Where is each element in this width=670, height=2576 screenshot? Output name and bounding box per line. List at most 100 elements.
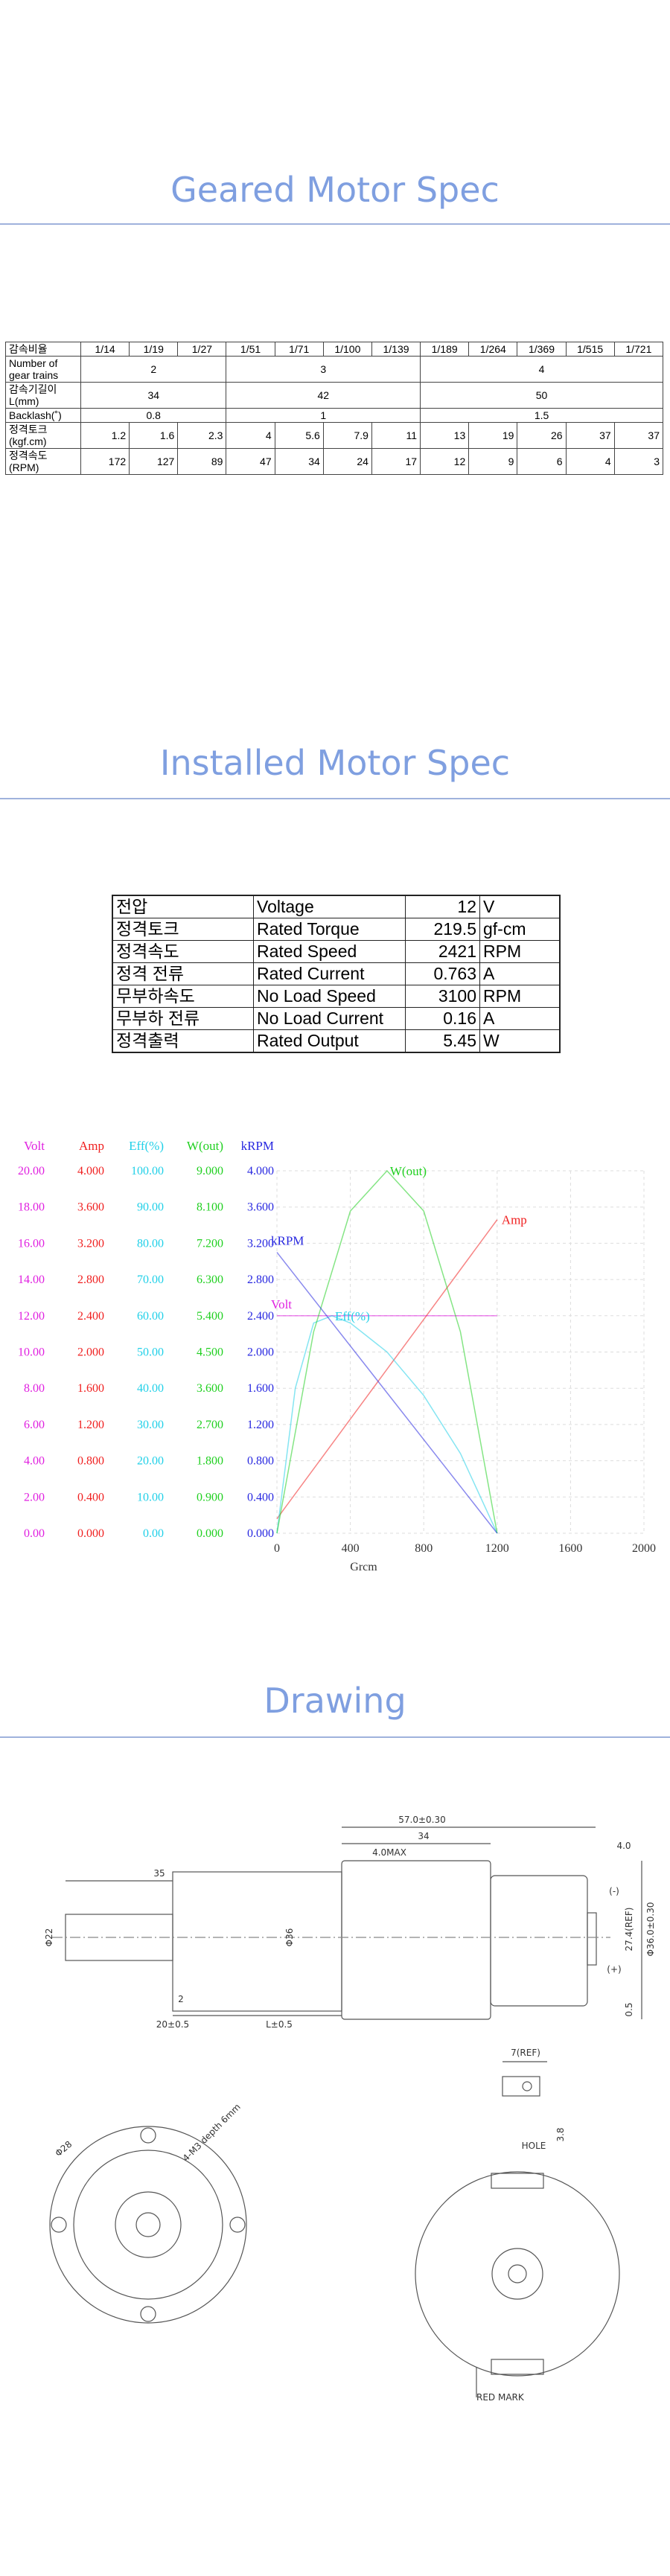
table-cell: 0.763 [405, 962, 480, 985]
series-line [276, 1314, 498, 1534]
header-cell: 1/14 [80, 342, 130, 357]
y-tick-label: 0.000 [247, 1527, 274, 1540]
table-row: 무부하속도 No Load Speed 3100 RPM [112, 985, 561, 1008]
header-cell: 1/100 [322, 342, 372, 357]
table-cell: 5.6 [274, 422, 324, 449]
table-row: 정격토크 (kgf.cm) 1.2 1.6 2.3 4 5.6 7.9 11 13 19 26 37 3… [5, 422, 664, 449]
table-cell: 1.2 [80, 422, 130, 449]
row-label: 감속기길이 L(mm) [5, 382, 81, 409]
table-cell: 6 [517, 448, 567, 475]
y-tick-label: 4.00 [24, 1455, 45, 1468]
y-tick-label: 6.00 [24, 1419, 45, 1431]
table-row: 전압 Voltage 12 V [112, 895, 561, 918]
table-cell: 7.9 [322, 422, 372, 449]
table-cell: No Load Current [253, 1007, 406, 1030]
mount-hole [140, 2127, 156, 2144]
table-cell: 172 [80, 448, 130, 475]
table-row: 정격 전류 Rated Current 0.763 A [112, 962, 561, 985]
y-tick-label: 4.500 [197, 1346, 223, 1359]
header-cell: 1/27 [177, 342, 227, 357]
y-tick-label: 10.00 [137, 1491, 164, 1503]
row-label: 정격토크 (kgf.cm) [5, 422, 81, 449]
table-cell: 26 [517, 422, 567, 449]
y-tick-label: 0.00 [143, 1527, 164, 1540]
motor-endcap [490, 1875, 588, 2007]
y-tick-label: 0.400 [77, 1491, 104, 1503]
axis-title: Volt [24, 1139, 45, 1153]
section-title: Drawing [264, 1681, 406, 1721]
row-label: Number of gear trains [5, 356, 81, 383]
dimension-label: 4.0MAX [372, 1847, 406, 1858]
series-label: kRPM [271, 1234, 304, 1248]
dimension-label: Φ36 [284, 1928, 295, 1947]
terminal [587, 1912, 597, 1966]
terminal-top [491, 2173, 544, 2189]
table-cell: 9 [468, 448, 518, 475]
y-tick-label: 8.00 [24, 1382, 45, 1395]
table-row: Number of gear trains 2 3 4 [5, 356, 663, 383]
table-row: 정격출력 Rated Output 5.45 W [112, 1029, 561, 1053]
table-cell: No Load Speed [253, 985, 406, 1008]
dimension-label: 7(REF) [511, 2048, 540, 2058]
series-label: Amp [502, 1213, 527, 1227]
y-tick-label: 0.900 [197, 1491, 223, 1503]
table-row: Backlash(˚) 0.8 1 1.5 [5, 408, 663, 423]
y-tick-label: 6.300 [197, 1273, 223, 1286]
y-tick-label: 1.200 [77, 1419, 104, 1431]
table-cell: 50 [420, 382, 663, 409]
y-tick-label: 2.800 [77, 1273, 104, 1286]
table-cell: 19 [468, 422, 518, 449]
table-cell: Voltage [253, 895, 406, 918]
row-label: Backlash(˚) [5, 408, 81, 423]
table-cell: A [479, 1007, 561, 1030]
table-cell: 24 [322, 448, 372, 475]
bearing-boss [491, 2248, 543, 2300]
table-cell: 4 [226, 422, 275, 449]
table-cell: 2421 [405, 940, 480, 963]
dimension-label: 35 [153, 1868, 165, 1879]
table-cell: 127 [129, 448, 179, 475]
dimension-label: 2 [178, 1994, 184, 2004]
table-cell: 무부하 전류 [112, 1007, 254, 1030]
y-tick-label: 3.200 [77, 1237, 104, 1250]
gearbox-ring [73, 2150, 223, 2300]
y-tick-label: 30.00 [137, 1419, 164, 1431]
header-cell: 1/189 [420, 342, 470, 357]
y-tick-label: 16.00 [18, 1237, 45, 1250]
table-row: 감속기길이 L(mm) 34 42 50 [5, 382, 663, 409]
table-cell: A [479, 962, 561, 985]
table-cell: 1.6 [129, 422, 179, 449]
table-cell: 0.16 [405, 1007, 480, 1030]
header-cell: 1/721 [613, 342, 664, 357]
y-tick-label: 0.400 [247, 1491, 274, 1503]
y-tick-label: 1.200 [247, 1419, 274, 1431]
dimension-label: 20±0.5 [156, 2019, 189, 2030]
header-cell: 1/51 [226, 342, 275, 357]
section-title: Geared Motor Spec [170, 170, 500, 210]
y-tick-label: 1.600 [77, 1382, 104, 1395]
table-cell: 34 [274, 448, 324, 475]
header-cell: 1/369 [517, 342, 567, 357]
table-cell: 무부하속도 [112, 985, 254, 1008]
boss [115, 2191, 182, 2258]
y-tick-label: 5.400 [197, 1310, 223, 1323]
table-row: 무부하 전류 No Load Current 0.16 A [112, 1007, 561, 1030]
table-cell: 4 [420, 356, 663, 383]
dimension-label: 4.0 [616, 1841, 631, 1851]
table-cell: 1 [226, 408, 421, 423]
series-label: Volt [271, 1297, 292, 1311]
table-cell: Rated Speed [253, 940, 406, 963]
x-tick-label: 800 [415, 1542, 433, 1555]
table-cell: 0.8 [80, 408, 227, 423]
y-tick-label: 0.000 [197, 1527, 223, 1540]
chart: 0 400 800 1200 1600 2000 Grcm Volt 0.00 2.00 4.00 6… [18, 1139, 656, 1573]
table-cell: 89 [177, 448, 227, 475]
header-cell: 감속비율 [5, 342, 81, 357]
table-cell: 37 [565, 422, 615, 449]
y-tick-label: 20.00 [137, 1455, 164, 1468]
y-tick-label: 3.600 [77, 1201, 104, 1214]
series-line [276, 1252, 498, 1534]
dimension-label: (-) [609, 1886, 619, 1896]
dimension-label: (+) [607, 1964, 621, 1975]
table-cell: 13 [420, 422, 470, 449]
